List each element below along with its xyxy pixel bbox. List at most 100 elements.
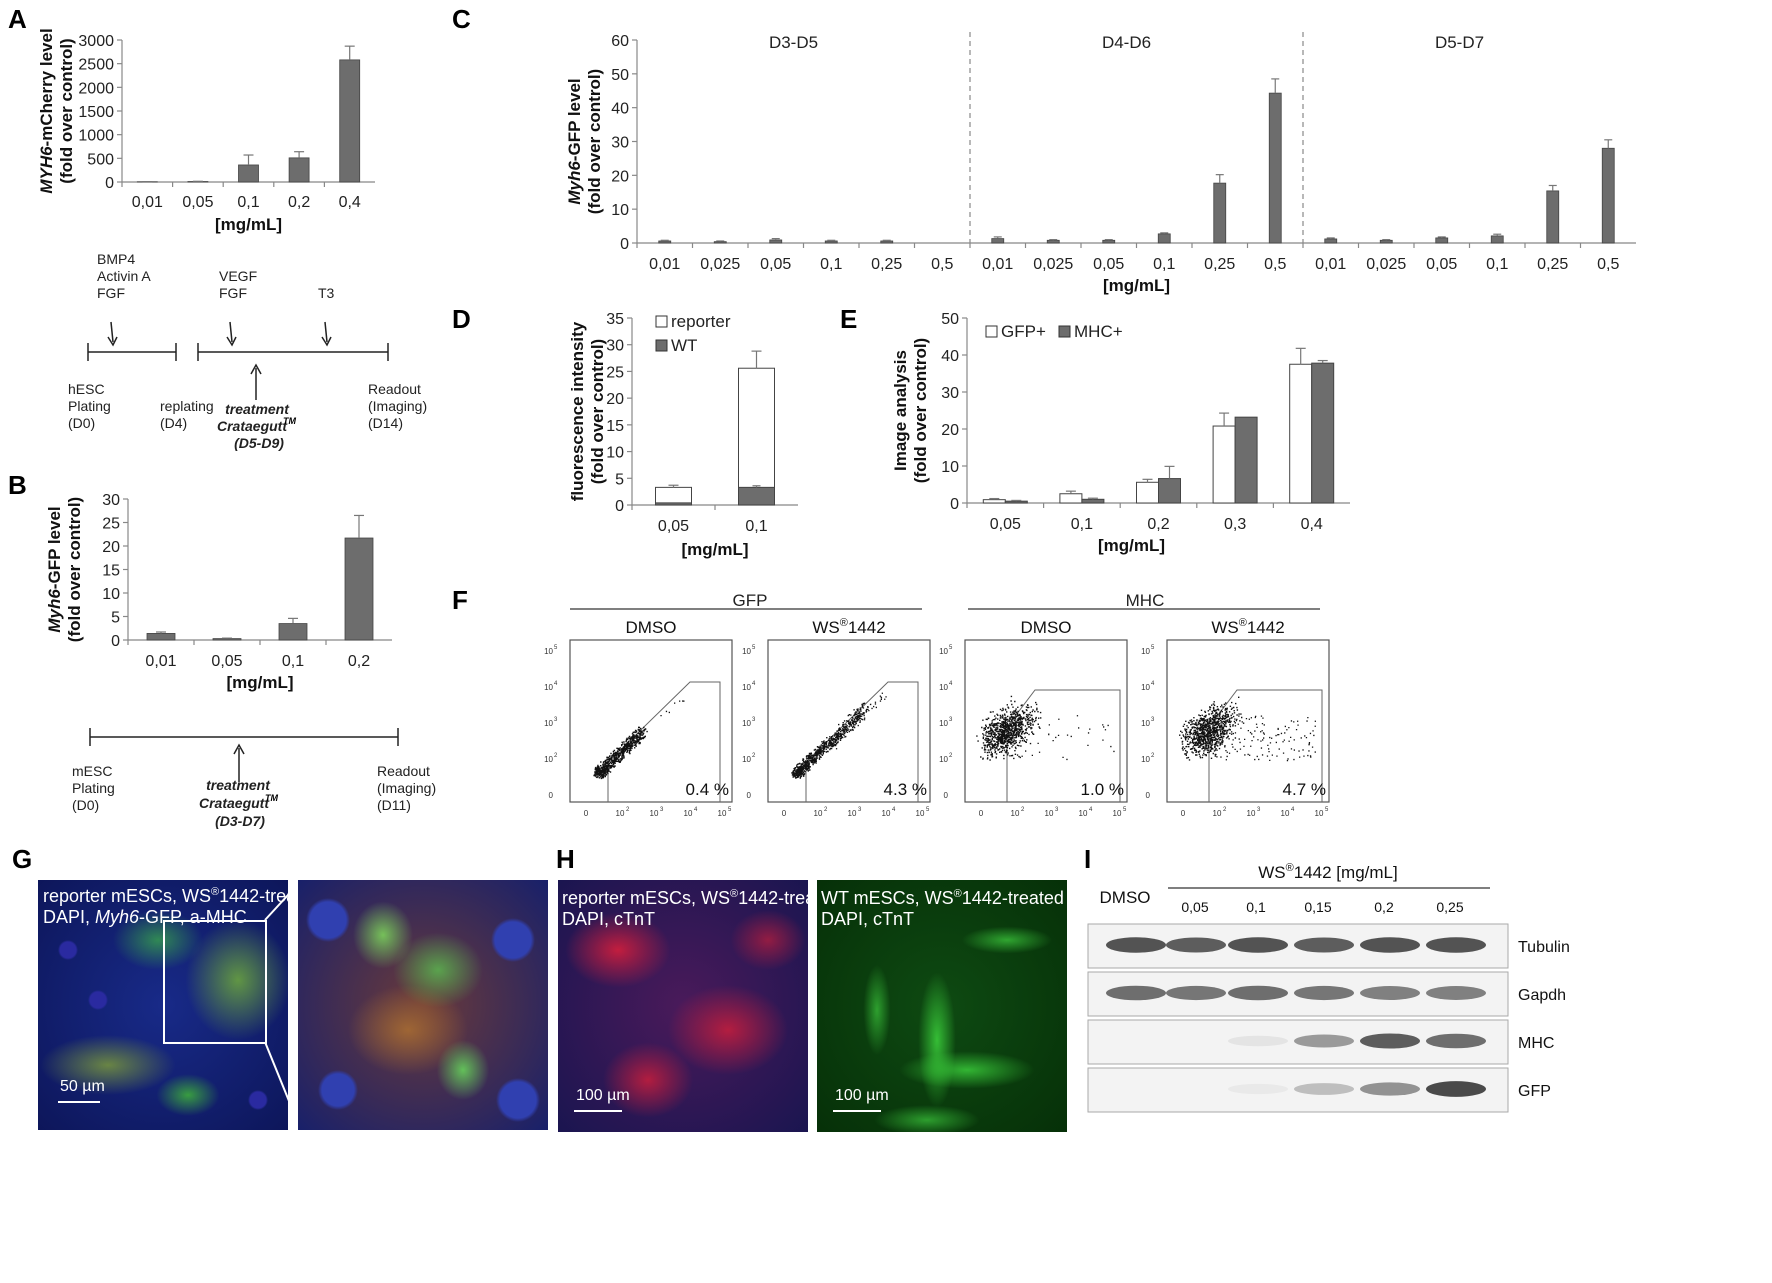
flow-y-tick: 10 (544, 647, 553, 656)
flow-y-tick: 10 (742, 719, 751, 728)
band (1360, 1082, 1420, 1096)
y-axis-label: Myh6-GFP level (45, 506, 64, 632)
x-tick-label: 0,025 (1366, 256, 1406, 273)
bar-mhc (1004, 500, 1028, 504)
plot-title: DMSO (1021, 618, 1072, 637)
b-end-line3: (D11) (377, 797, 411, 813)
add1-line1: BMP4 (97, 251, 135, 267)
flow-x-tick: 10 (916, 809, 925, 818)
flow-x-exp: 3 (858, 807, 862, 813)
x-tick-label: 0,5 (931, 256, 953, 273)
band (1360, 986, 1420, 1000)
flow-x-exp: 5 (1325, 807, 1329, 813)
bar-mhc (1081, 498, 1105, 504)
bar (1379, 239, 1393, 244)
y-tick-label: 3000 (78, 33, 114, 50)
flow-x-exp: 3 (660, 807, 664, 813)
h-scale-text-left: 100 µm (576, 1087, 630, 1104)
flow-x-tick: 10 (1213, 809, 1222, 818)
bar (1046, 239, 1060, 244)
end-line3: (D14) (368, 415, 403, 431)
y-tick-label: 30 (611, 135, 629, 152)
bar (991, 238, 1005, 244)
band (1228, 937, 1288, 953)
b-treat-line3: (D3-D7) (215, 813, 265, 829)
panel-d: D 0 5 10 15 20 25 30 35 0,05 0,1 [mg/mL] fluorescen… (452, 304, 798, 559)
h-cap1-pre: reporter mESCs, WS (562, 888, 731, 908)
flow-y-tick: 0 (944, 791, 949, 800)
bar (278, 623, 308, 641)
group-title-gfp: GFP (733, 591, 768, 610)
band (1426, 937, 1486, 953)
flow-x-exp: 3 (1055, 807, 1059, 813)
x-tick-label: 0,01 (649, 256, 680, 273)
h-cap2: DAPI, cTnT (562, 909, 656, 929)
bar-reporter (738, 367, 775, 506)
y-tick-label: 2500 (78, 57, 114, 74)
event-dots (791, 692, 887, 779)
y-tick-label: 30 (102, 492, 120, 509)
bar (1546, 190, 1560, 244)
y-tick-label: 10 (606, 445, 624, 462)
x-tick-label: 0,4 (339, 194, 361, 211)
h-caption-left: reporter mESCs, WS®1442-treated DAPI, cT… (562, 884, 808, 930)
b-treat-tm: TM (265, 793, 278, 803)
bar (1213, 182, 1227, 244)
panel-c: C 0 10 20 30 40 50 60 D3-D5 0,01 0,025 0,05 0,1 0,25… (452, 4, 1636, 295)
x-axis-label: [mg/mL] (1103, 276, 1170, 295)
bar (1601, 147, 1615, 244)
panel-label-h: H (556, 844, 575, 874)
flow-x-tick: 10 (882, 809, 891, 818)
row-label-mhc: MHC (1518, 1035, 1554, 1052)
x-tick-label: 0,05 (760, 256, 791, 273)
band (1294, 937, 1354, 953)
flow-x-exp: 2 (626, 807, 630, 813)
x-tick-label: 0,01 (1315, 256, 1346, 273)
x-tick-label: 0,2 (348, 653, 370, 670)
y-tick-label: 20 (606, 391, 624, 408)
x-tick-label: 0,4 (1301, 516, 1323, 533)
flow-y-exp: 2 (554, 753, 558, 759)
h-scale-bar-left (574, 1110, 622, 1112)
g-cap2-ital: Myh6 (95, 907, 140, 927)
panel-h-label: H (556, 844, 575, 874)
y-tick-label: 20 (102, 539, 120, 556)
band (1106, 937, 1166, 953)
panel-label-d: D (452, 304, 471, 334)
flow-x-tick: 10 (1315, 809, 1324, 818)
flow-y-exp: 3 (554, 717, 558, 723)
x-tick-label: 0,25 (871, 256, 902, 273)
x-axis-label: [mg/mL] (226, 673, 293, 692)
g-caption: reporter mESCs, WS®1442-treated DAPI, My… (43, 882, 288, 928)
flow-x-exp: 5 (926, 807, 930, 813)
h-cap3-post: 1442-treated (961, 888, 1064, 908)
flow-y-exp: 4 (554, 681, 558, 687)
h-scale-text-right: 100 µm (835, 1087, 889, 1104)
bar-gfp (1212, 425, 1236, 504)
y-tick-label: 10 (941, 459, 959, 476)
flow-y-tick: 10 (544, 719, 553, 728)
mid-line1: replating (160, 398, 214, 414)
bar-mhc (1158, 478, 1181, 504)
flow-y-tick: 10 (1141, 755, 1150, 764)
g-cap1-post: 1442-treated (219, 886, 288, 906)
y-tick-label: 25 (102, 516, 120, 533)
y-tick-label: 15 (606, 418, 624, 435)
y-tick-label: 0 (950, 496, 959, 513)
bar (288, 157, 310, 183)
gate-percentage: 4.7 % (1283, 780, 1326, 799)
flow-x-tick: 0 (1181, 809, 1186, 818)
b-end-line1: Readout (377, 763, 430, 779)
treat-line2: Crataegutt (217, 418, 288, 434)
y-tick-label: 1000 (78, 128, 114, 145)
flow-x-tick: 10 (848, 809, 857, 818)
western-blot: WS®1442 [mg/mL] DMSO 0,05 0,1 0,15 0,2 0,25 Tub… (1087, 862, 1570, 1113)
chart-b: 0 5 10 15 20 25 30 0,01 0,05 0,1 0,2 [mg/mL] Myh6-GF… (45, 492, 392, 692)
end-line1: Readout (368, 381, 421, 397)
protocol-a: BMP4 Activin A FGF VEGF FGF T3 hESC Plat… (68, 251, 427, 451)
mid-line2: (D4) (160, 415, 187, 431)
bar (824, 240, 838, 244)
bar (1490, 235, 1504, 244)
x-tick-label: 0,05 (658, 518, 689, 535)
